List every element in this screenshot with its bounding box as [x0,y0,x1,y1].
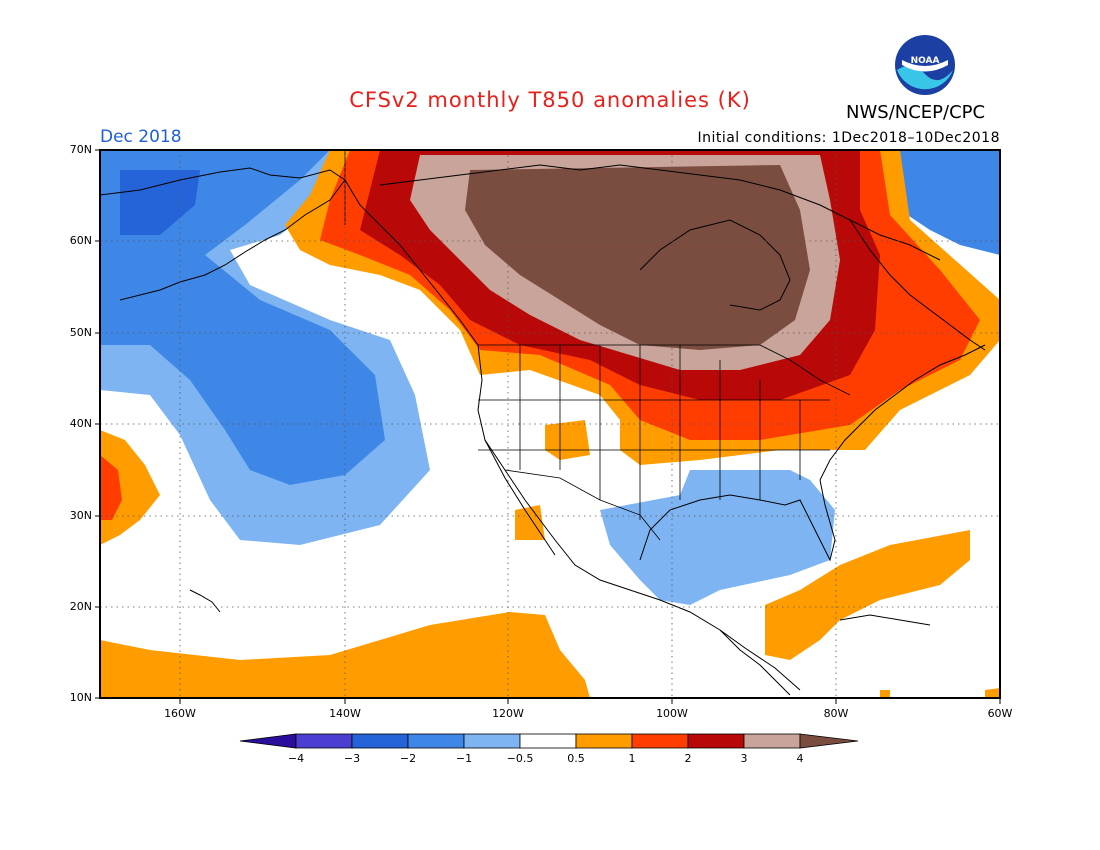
noaa-logo-icon: NOAA [895,35,955,95]
colorbar-label-neg05: −0.5 [506,752,534,765]
coastline-hudson [639,219,791,311]
lat-label-30n: 30N [69,509,92,522]
colorbar-swatch-3-to-2 [351,733,409,749]
warm-anomaly-west-pacific-core [100,455,122,520]
colorbar-swatch-neutral [519,733,577,749]
lat-label-20n: 20N [69,600,92,613]
lat-label-10n: 10N [69,691,92,704]
colorbar-swatch-4-to-3 [295,733,353,749]
lon-label-140w: 140W [329,707,361,720]
colorbar-label-4: 4 [796,752,804,765]
colorbar-label-neg2: −2 [399,752,417,765]
coastline-central-america [719,629,791,696]
colorbar-swatch-above-4 [799,733,859,749]
map-title: CFSv2 monthly T850 anomalies (K) [349,88,751,112]
colorbar-swatch-3-to-4 [743,733,801,749]
coastline-arctic [379,164,941,261]
colorbar-label-05: 0.5 [567,752,585,765]
lon-label-120w: 120W [492,707,524,720]
warm-anomaly-mexico [515,505,545,540]
lat-label-70n: 70N [69,143,92,156]
initial-conditions: Initial conditions: 1Dec2018–10Dec2018 [697,130,1000,146]
cold-anomaly-core [120,170,200,235]
colorbar-swatch-05-to-1 [575,733,633,749]
colorbar-label-neg4: −4 [287,752,305,765]
colorbar-label-neg3: −3 [343,752,361,765]
warm-anomaly-texas [545,420,590,460]
anomaly-map [95,149,1001,704]
noaa-logo-text: NOAA [911,56,940,66]
warm-anomaly-tropical-pacific [100,612,590,698]
lon-label-160w: 160W [164,707,196,720]
lat-label-40n: 40N [69,417,92,430]
coastline-east [819,344,986,481]
org-label: NWS/NCEP/CPC [846,102,986,123]
colorbar-label-neg1: −1 [455,752,473,765]
warm-anomaly-southeast-corner [985,688,1000,698]
colorbar-label-2: 2 [684,752,692,765]
warm-anomaly-east-tip [880,690,890,698]
coastline-gulf [639,479,836,562]
colorbar-swatch-1-to-05 [463,733,521,749]
cold-anomaly-northwest [100,150,385,485]
coastline-baja [484,439,556,556]
colorbar-swatch-2-to-3 [687,733,745,749]
warm-anomaly-caribbean [765,530,970,660]
graticule [100,150,1000,698]
warm-anomaly-core [465,165,810,350]
colorbar [239,733,859,749]
colorbar-swatch-below-4 [239,733,297,749]
lat-label-50n: 50N [69,326,92,339]
border-state-lines [478,345,830,520]
colorbar-label-3: 3 [740,752,748,765]
coastline-alaska [100,167,346,301]
lat-label-60n: 60N [69,234,92,247]
lon-label-100w: 100W [656,707,688,720]
forecast-month: Dec 2018 [100,127,182,147]
colorbar-swatch-2-to-1 [407,733,465,749]
colorbar-label-1: 1 [628,752,636,765]
warm-anomaly-west-pacific [100,430,160,545]
lon-label-60w: 60W [987,707,1013,720]
coastline-labrador [849,219,986,351]
border-us-canada [478,344,851,396]
lon-label-80w: 80W [823,707,849,720]
coastline-cuba [839,614,931,626]
colorbar-swatch-1-to-2 [631,733,689,749]
coastline-pacific-nw [344,179,801,691]
